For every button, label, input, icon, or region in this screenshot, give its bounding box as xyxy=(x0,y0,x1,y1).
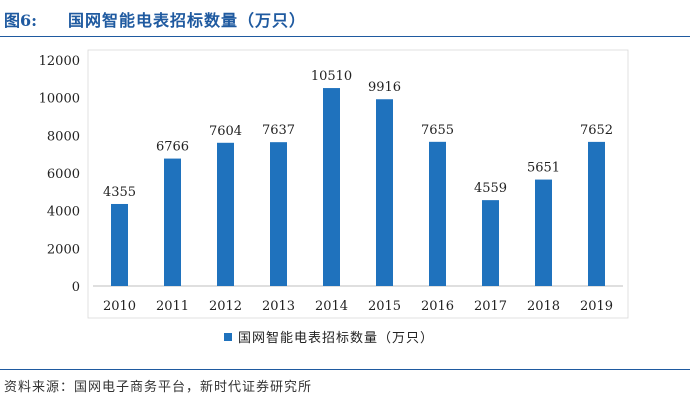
data-label: 5651 xyxy=(527,161,560,176)
y-tick-label: 12000 xyxy=(39,54,80,69)
data-label: 10510 xyxy=(311,69,352,84)
y-tick-label: 0 xyxy=(72,280,80,295)
header-divider xyxy=(0,36,690,37)
data-label: 7655 xyxy=(421,123,454,138)
figure-header: 图6: 国网智能电表招标数量（万只） xyxy=(0,0,700,38)
source-note: 资料来源：国网电子商务平台，新时代证券研究所 xyxy=(4,376,312,395)
data-label: 7604 xyxy=(209,124,242,139)
source-text: 国网电子商务平台，新时代证券研究所 xyxy=(74,380,313,395)
bar xyxy=(111,203,128,286)
y-axis: 0 2000 4000 6000 8000 10000 12000 xyxy=(39,54,80,295)
x-tick-label: 2016 xyxy=(421,299,454,314)
y-tick-label: 4000 xyxy=(47,205,80,220)
bars-group xyxy=(111,88,605,287)
bar-chart: 0 2000 4000 6000 8000 10000 12000 4355 6766 7604… xyxy=(39,49,629,346)
x-tick-label: 2013 xyxy=(262,299,295,314)
x-tick-label: 2012 xyxy=(209,299,242,314)
bar xyxy=(482,200,499,286)
bar xyxy=(323,88,340,286)
legend: 国网智能电表招标数量（万只） xyxy=(224,331,434,346)
bar xyxy=(270,142,287,286)
figure-title: 国网智能电表招标数量（万只） xyxy=(68,11,307,30)
legend-label: 国网智能电表招标数量（万只） xyxy=(238,331,434,346)
x-axis: 2010 2011 2012 2013 2014 2015 2016 2017 2018 2019 xyxy=(103,299,613,314)
x-tick-label: 2010 xyxy=(103,299,136,314)
legend-swatch xyxy=(224,333,232,341)
y-tick-label: 2000 xyxy=(47,242,80,257)
plot-frame xyxy=(87,49,629,319)
data-label: 4355 xyxy=(103,185,136,200)
source-label: 资料来源： xyxy=(4,380,75,395)
data-label: 7652 xyxy=(580,123,613,138)
bar xyxy=(588,141,605,286)
data-label: 7637 xyxy=(262,123,295,138)
bar xyxy=(164,158,181,286)
data-label: 4559 xyxy=(474,181,507,196)
data-labels-group: 4355 6766 7604 7637 10510 9916 7655 4559 5651 765… xyxy=(103,69,613,200)
bar xyxy=(376,99,393,287)
bar xyxy=(429,141,446,286)
figure-label: 图6: xyxy=(4,11,38,30)
data-label: 6766 xyxy=(156,140,189,155)
x-tick-label: 2018 xyxy=(527,299,560,314)
bar xyxy=(217,142,234,286)
x-tick-label: 2019 xyxy=(580,299,613,314)
y-tick-label: 8000 xyxy=(47,129,80,144)
data-label: 9916 xyxy=(368,80,401,95)
x-tick-label: 2011 xyxy=(156,299,189,314)
y-tick-label: 6000 xyxy=(47,167,80,182)
x-tick-label: 2014 xyxy=(315,299,348,314)
x-tick-label: 2017 xyxy=(474,299,507,314)
x-tick-label: 2015 xyxy=(368,299,401,314)
footer-divider xyxy=(0,369,690,370)
bar xyxy=(535,179,552,286)
y-tick-label: 10000 xyxy=(39,92,80,107)
